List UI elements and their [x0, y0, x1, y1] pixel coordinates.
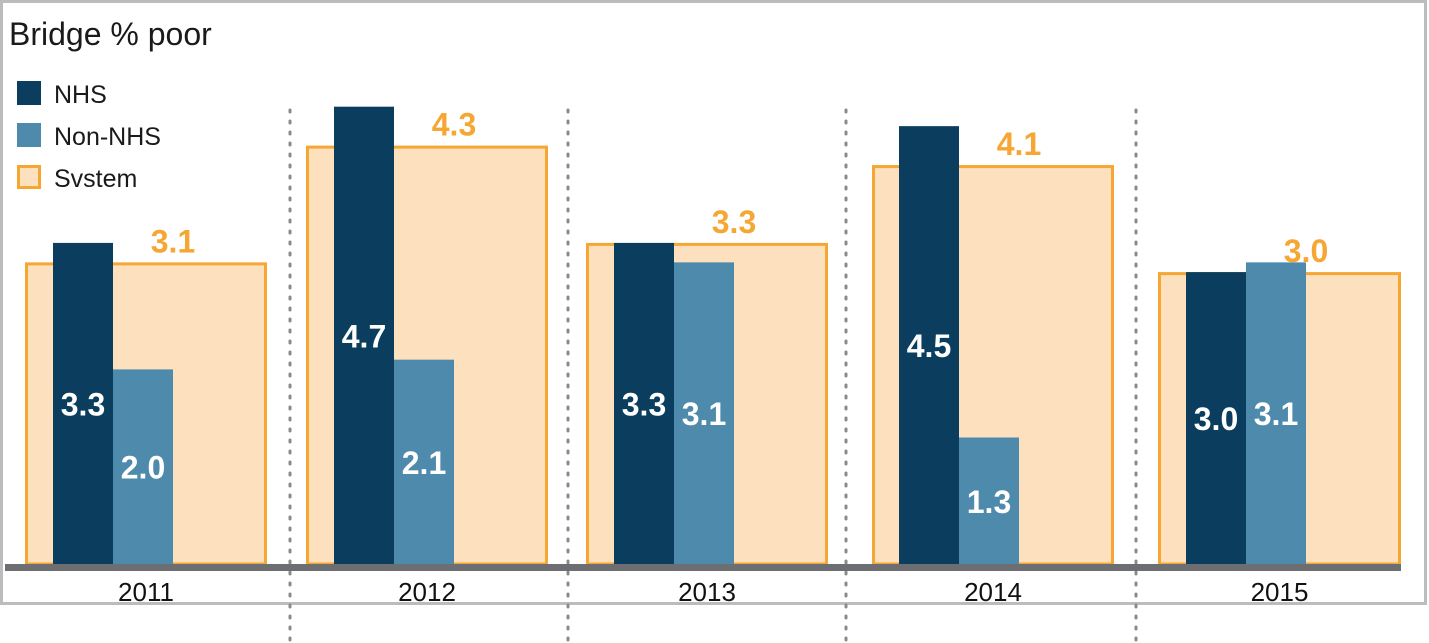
legend-swatch-non-nhs	[17, 123, 41, 147]
nhs-bar-2015	[1186, 272, 1246, 564]
nhs-value-label-2014: 4.5	[907, 328, 951, 364]
year-separators	[288, 108, 1138, 643]
non-nhs-value-label-2014: 1.3	[967, 484, 1011, 520]
nhs-value-label-2013: 3.3	[622, 386, 666, 422]
x-tick-2015: 2015	[1251, 577, 1309, 607]
system-value-label-2011: 3.1	[151, 223, 195, 259]
nhs-value-label-2011: 3.3	[61, 386, 105, 422]
x-tick-2012: 2012	[398, 577, 456, 607]
non-nhs-value-label-2012: 2.1	[402, 445, 446, 481]
nhs-value-label-2015: 3.0	[1194, 401, 1238, 437]
nhs-bar-2012	[334, 106, 394, 564]
x-axis-line	[5, 564, 1401, 571]
legend-label-system: Svstem	[54, 165, 137, 193]
bars	[53, 106, 1306, 565]
x-tick-2011: 2011	[118, 577, 174, 607]
x-tick-2014: 2014	[964, 577, 1022, 607]
non-nhs-value-label-2015: 3.1	[1254, 396, 1298, 432]
system-value-label-2015: 3.0	[1284, 233, 1328, 269]
system-value-label-2014: 4.1	[997, 126, 1041, 162]
chart-title: Bridge % poor	[9, 16, 212, 52]
non-nhs-bar-2014	[959, 437, 1019, 564]
data-labels: 3.3 2.0 3.1 4.7 2.1 4.3 3.3 3.1 3.3 4.5 1.3 4.1 3.0 3…	[61, 107, 1328, 520]
non-nhs-bar-2011	[113, 369, 173, 564]
system-value-label-2012: 4.3	[432, 107, 476, 143]
nhs-value-label-2012: 4.7	[342, 318, 386, 354]
non-nhs-bar-2015	[1246, 262, 1306, 564]
non-nhs-bar-2013	[674, 262, 734, 564]
legend: NHS Non-NHS Svstem	[17, 81, 161, 193]
legend-label-non-nhs: Non-NHS	[54, 123, 161, 151]
non-nhs-value-label-2011: 2.0	[121, 450, 165, 486]
system-value-label-2013: 3.3	[712, 204, 756, 240]
nhs-bar-2013	[614, 242, 674, 564]
x-tick-2013: 2013	[678, 577, 736, 607]
nhs-bar-2014	[899, 126, 959, 565]
legend-label-nhs: NHS	[54, 81, 107, 109]
non-nhs-value-label-2013: 3.1	[682, 396, 726, 432]
legend-swatch-system	[17, 165, 41, 189]
x-tick-labels: 2011 2012 2013 2014 2015	[118, 577, 1308, 607]
non-nhs-bar-2012	[394, 359, 454, 564]
nhs-bar-2011	[53, 242, 113, 564]
legend-swatch-nhs	[17, 81, 41, 105]
